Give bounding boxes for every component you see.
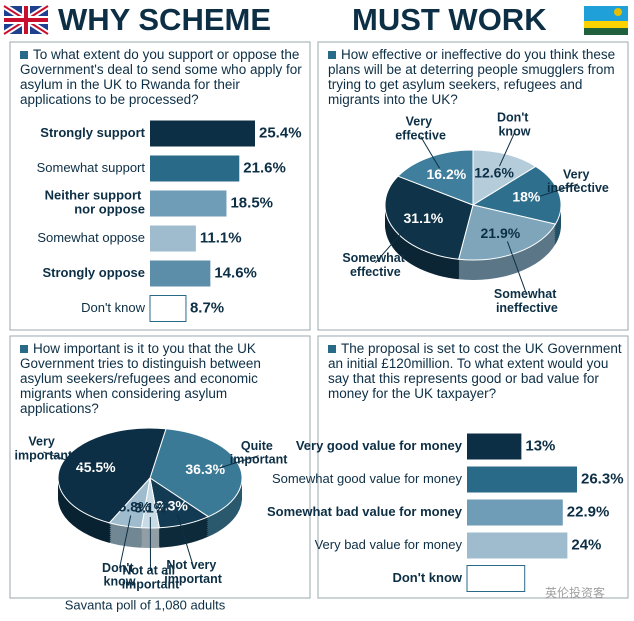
uk-flag [2, 3, 50, 37]
pie-slice [472, 149, 537, 206]
question: The proposal is set to cost the UK Gover… [328, 341, 623, 401]
category-label: Quite important [230, 439, 288, 467]
value-label: 36.3% [185, 461, 225, 477]
leader-line [539, 183, 579, 197]
leader-line [374, 222, 412, 264]
pie-slice [458, 204, 557, 261]
watermark: 英伦投资客 [545, 585, 605, 600]
value-label: 24% [571, 536, 601, 553]
bar [467, 499, 563, 526]
question-text: The proposal is set to cost the UK Gover… [328, 341, 622, 401]
category-label: Very bad value for money [315, 537, 463, 552]
value-label: 9.3% [156, 497, 188, 513]
category-label: Somewhat effective [342, 252, 408, 280]
panel [317, 41, 629, 331]
leader-line [43, 451, 83, 467]
pie-slice [57, 427, 167, 524]
category-label: Very important [14, 435, 72, 463]
bar [150, 155, 240, 182]
panel [317, 335, 629, 599]
value-label: 31.1% [404, 210, 444, 226]
leader-line [218, 455, 259, 469]
question: How important is it to you that the UK G… [20, 341, 305, 416]
bullet [20, 51, 28, 59]
category-label: Somewhat support [37, 160, 146, 175]
question: To what extent do you support or oppose … [20, 47, 305, 107]
footnote: Savanta poll of 1,080 adults [65, 597, 226, 612]
value-label: 21.6% [243, 159, 286, 176]
value-label: 45.5% [76, 459, 116, 475]
header-right: MUST WORK [352, 2, 547, 37]
category-label: Don't know [497, 111, 532, 139]
category-label: Somewhat bad value for money [267, 504, 463, 519]
category-label: Somewhat ineffective [494, 287, 560, 315]
bar [467, 532, 568, 559]
category-label: Don't know [392, 570, 462, 585]
value-label: 18% [512, 189, 541, 205]
category-label: Don't know [81, 300, 146, 315]
value-label: 16.2% [427, 166, 467, 182]
value-label: 13% [525, 437, 555, 454]
question-text: To what extent do you support or oppose … [20, 47, 302, 107]
question-text: How important is it to you that the UK G… [20, 341, 261, 416]
bar [150, 260, 211, 287]
bar [466, 565, 526, 592]
category-label: Very effective [395, 115, 446, 143]
bar [150, 190, 227, 217]
question: How effective or ineffective do you thin… [328, 47, 623, 107]
value-label: 22.9% [567, 503, 610, 520]
value-label: 8.7% [190, 299, 224, 316]
bullet [20, 345, 28, 353]
bar [150, 225, 196, 252]
bullet [328, 51, 336, 59]
value-label: 18.5% [230, 194, 273, 211]
bar [150, 120, 255, 147]
panel [9, 335, 311, 599]
category-label: Very ineffective [547, 168, 609, 196]
panel [9, 41, 311, 331]
bar [467, 433, 522, 460]
header-left: WHY SCHEME [58, 2, 271, 37]
bar [467, 466, 577, 493]
value-label: 14.6% [214, 264, 257, 281]
leader-line [420, 136, 440, 169]
category-label: Neither support nor oppose [45, 188, 145, 217]
bullet [328, 345, 336, 353]
value-label: 3.1% [134, 500, 166, 516]
question-text: How effective or ineffective do you thin… [328, 47, 616, 107]
value-label: 5.8% [119, 499, 151, 515]
value-label: 12.6% [474, 164, 514, 180]
value-label: 21.9% [481, 225, 521, 241]
leader-line [499, 132, 515, 167]
pie-slice [149, 428, 243, 518]
rwanda-flag [584, 6, 628, 35]
category-label: Very good value for money [296, 438, 463, 453]
pie-slice [397, 149, 474, 206]
bar [149, 295, 187, 322]
leader-line [176, 513, 194, 566]
value-label: 25.4% [259, 124, 302, 141]
value-label: 11.1% [200, 229, 242, 246]
leader-line [119, 515, 132, 569]
category-label: Somewhat oppose [37, 230, 145, 245]
category-label: Somewhat good value for money [272, 471, 463, 486]
leader-line [506, 241, 528, 296]
category-label: Not at all important [122, 564, 180, 592]
category-label: Strongly oppose [42, 265, 145, 280]
category-label: Don't know [102, 561, 137, 589]
category-label: Strongly support [40, 125, 145, 140]
category-label: Not very important [164, 558, 222, 586]
value-label: 26.3% [581, 470, 624, 487]
